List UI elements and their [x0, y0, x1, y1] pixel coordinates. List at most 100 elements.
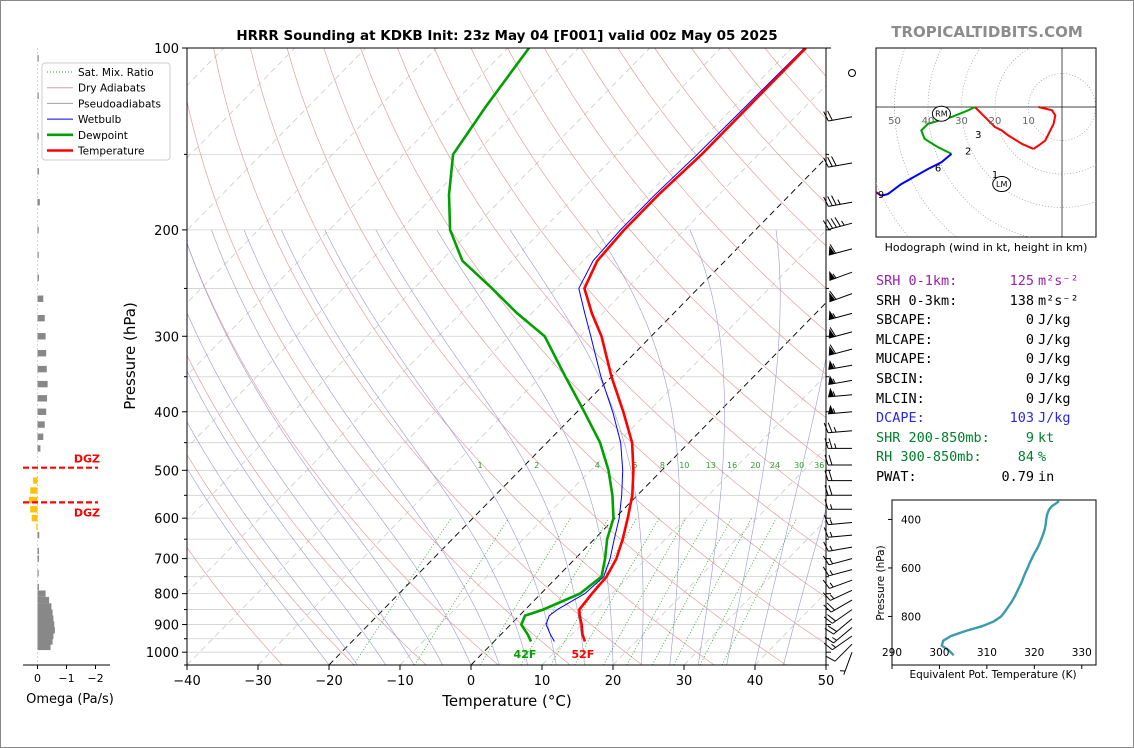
- theta-e-y-tick-label: 600: [901, 563, 921, 575]
- index-unit: m²s⁻²: [1038, 273, 1079, 289]
- pseudoadiabat: [596, 229, 680, 665]
- barb-flag: [828, 345, 835, 356]
- barb-full: [824, 627, 834, 635]
- isotherm: [187, 48, 508, 376]
- index-value: 0: [1025, 351, 1034, 368]
- wind-barbs: [822, 69, 856, 675]
- ring-label: 40: [922, 116, 935, 127]
- barb-shaft: [830, 599, 853, 613]
- hodograph-segment: [876, 190, 882, 197]
- indices-panel: SRH 0-1km: 125 m²s⁻² SRH 0-3km: 138 m²s⁻² SBCA…: [876, 272, 1086, 488]
- pseudoadiabat: [281, 229, 529, 665]
- mixing-ratio-label: 20: [750, 461, 760, 470]
- index-label: MLCIN:: [876, 390, 925, 407]
- mixing-ratio-line: [626, 517, 709, 665]
- index-value: 0: [1025, 370, 1034, 387]
- omega-bar: [37, 168, 39, 175]
- wind-barb: [822, 217, 853, 230]
- index-row: RH 300-850mb: 84%: [876, 448, 1086, 468]
- skewt-plot: 1 2 4 6 8 10 13 16 20 24 30 36 −40 −30 −20 −10 0 10 20 30 4…: [41, 42, 856, 710]
- pseudoadiabat: [187, 421, 358, 665]
- index-row: SHR 200-850mb: 9 kt: [876, 429, 1086, 449]
- mixing-ratio-labels: 1 2 4 6 8 10 13 16 20 24 30 36: [478, 461, 825, 470]
- barb-full: [827, 625, 837, 632]
- theta-e-x-tick-label: 330: [1072, 647, 1092, 659]
- wind-barb: [823, 541, 853, 552]
- height-label: 6: [935, 163, 941, 174]
- index-label: SRH 0-1km:: [876, 273, 958, 289]
- wind-barb: [823, 156, 853, 168]
- theta-e-frame: [891, 499, 1097, 666]
- ring-label: 30: [955, 116, 968, 127]
- x-tick-label: 20: [605, 674, 622, 689]
- mixing-ratio-line: [353, 517, 452, 665]
- mixing-ratio-label: 16: [727, 461, 737, 470]
- index-unit: m²s⁻²: [1038, 292, 1079, 309]
- dry-adiabat: [580, 48, 826, 332]
- index-value: 84: [1017, 449, 1034, 466]
- y-tick-label: 600: [154, 512, 179, 527]
- watermark: TROPICALTIDBITS.COM: [891, 23, 1083, 41]
- dgz-label: DGZ: [74, 506, 100, 519]
- y-axis-label: Pressure (hPa): [121, 302, 139, 410]
- wetbulb-line: [545, 48, 805, 642]
- hodograph-segment: [974, 106, 1034, 150]
- wind-barb: [828, 375, 853, 386]
- pseudoadiabat: [689, 229, 725, 665]
- storm-motion-marker: [992, 176, 1012, 193]
- pseudoadiabat: [243, 229, 500, 665]
- dry-adiabat: [470, 48, 826, 463]
- wind-barb: [822, 555, 853, 566]
- x-tick-label: 50: [818, 674, 835, 689]
- barb-half: [832, 637, 837, 641]
- omega-bar: [37, 199, 40, 206]
- y-tick-label: 1000: [146, 646, 179, 661]
- wind-barb: [824, 438, 852, 449]
- barb-full: [823, 111, 829, 122]
- dry-adiabat: [187, 242, 499, 665]
- barb-half: [829, 559, 834, 565]
- x-tick-label: −30: [244, 674, 271, 689]
- omega-bar: [37, 627, 55, 634]
- omega-bar: [37, 226, 39, 234]
- barb-full: [822, 592, 831, 601]
- dgz-label: DGZ: [74, 453, 100, 466]
- mixing-ratio-line: [673, 518, 752, 665]
- mixing-ratio-line: [603, 517, 687, 665]
- hodograph-caption: Hodograph (wind in kt, height in km): [885, 241, 1088, 254]
- wind-barb: [848, 69, 856, 77]
- mixing-ratio-line: [574, 517, 660, 665]
- barb-full: [826, 219, 834, 229]
- omega-bar: [37, 603, 52, 610]
- legend-box: [41, 62, 171, 161]
- mixing-ratio-line: [414, 517, 510, 665]
- barb-half: [833, 427, 837, 433]
- zero-isotherm: [470, 302, 826, 665]
- index-row: SRH 0-3km: 138 m²s⁻²: [876, 292, 1086, 312]
- index-row: SBCIN: 0 J/kg: [876, 370, 1086, 390]
- x-axis-label: Temperature (°C): [441, 692, 571, 710]
- mixing-ratio-label: 24: [770, 461, 780, 470]
- ring-label: 50: [888, 116, 901, 127]
- mixing-ratio-label: 6: [632, 461, 637, 470]
- barb-full: [823, 527, 829, 538]
- omega-bar: [37, 408, 47, 415]
- theta-e-x-tick-label: 290: [882, 647, 902, 659]
- barb-half: [830, 504, 833, 510]
- omega-bar: [37, 380, 48, 388]
- x-tick-label: −10: [386, 674, 413, 689]
- index-label: DCAPE:: [876, 410, 925, 427]
- legend-item: Dry Adiabats: [78, 83, 146, 95]
- wind-barb: [824, 627, 853, 644]
- theta-e-y-label: Pressure (hPa): [875, 545, 887, 620]
- mixing-ratio-label: 13: [706, 461, 716, 470]
- y-tick-label: 100: [154, 42, 179, 57]
- y-tick-label: 200: [154, 224, 179, 239]
- minus20-isotherm: [328, 157, 826, 665]
- barb-half: [832, 391, 836, 397]
- mixing-ratio-label: 10: [679, 461, 689, 470]
- barb-shaft: [833, 627, 853, 644]
- omega-bar: [37, 615, 54, 622]
- barb-full: [827, 156, 833, 167]
- hodograph-segment: [880, 153, 953, 197]
